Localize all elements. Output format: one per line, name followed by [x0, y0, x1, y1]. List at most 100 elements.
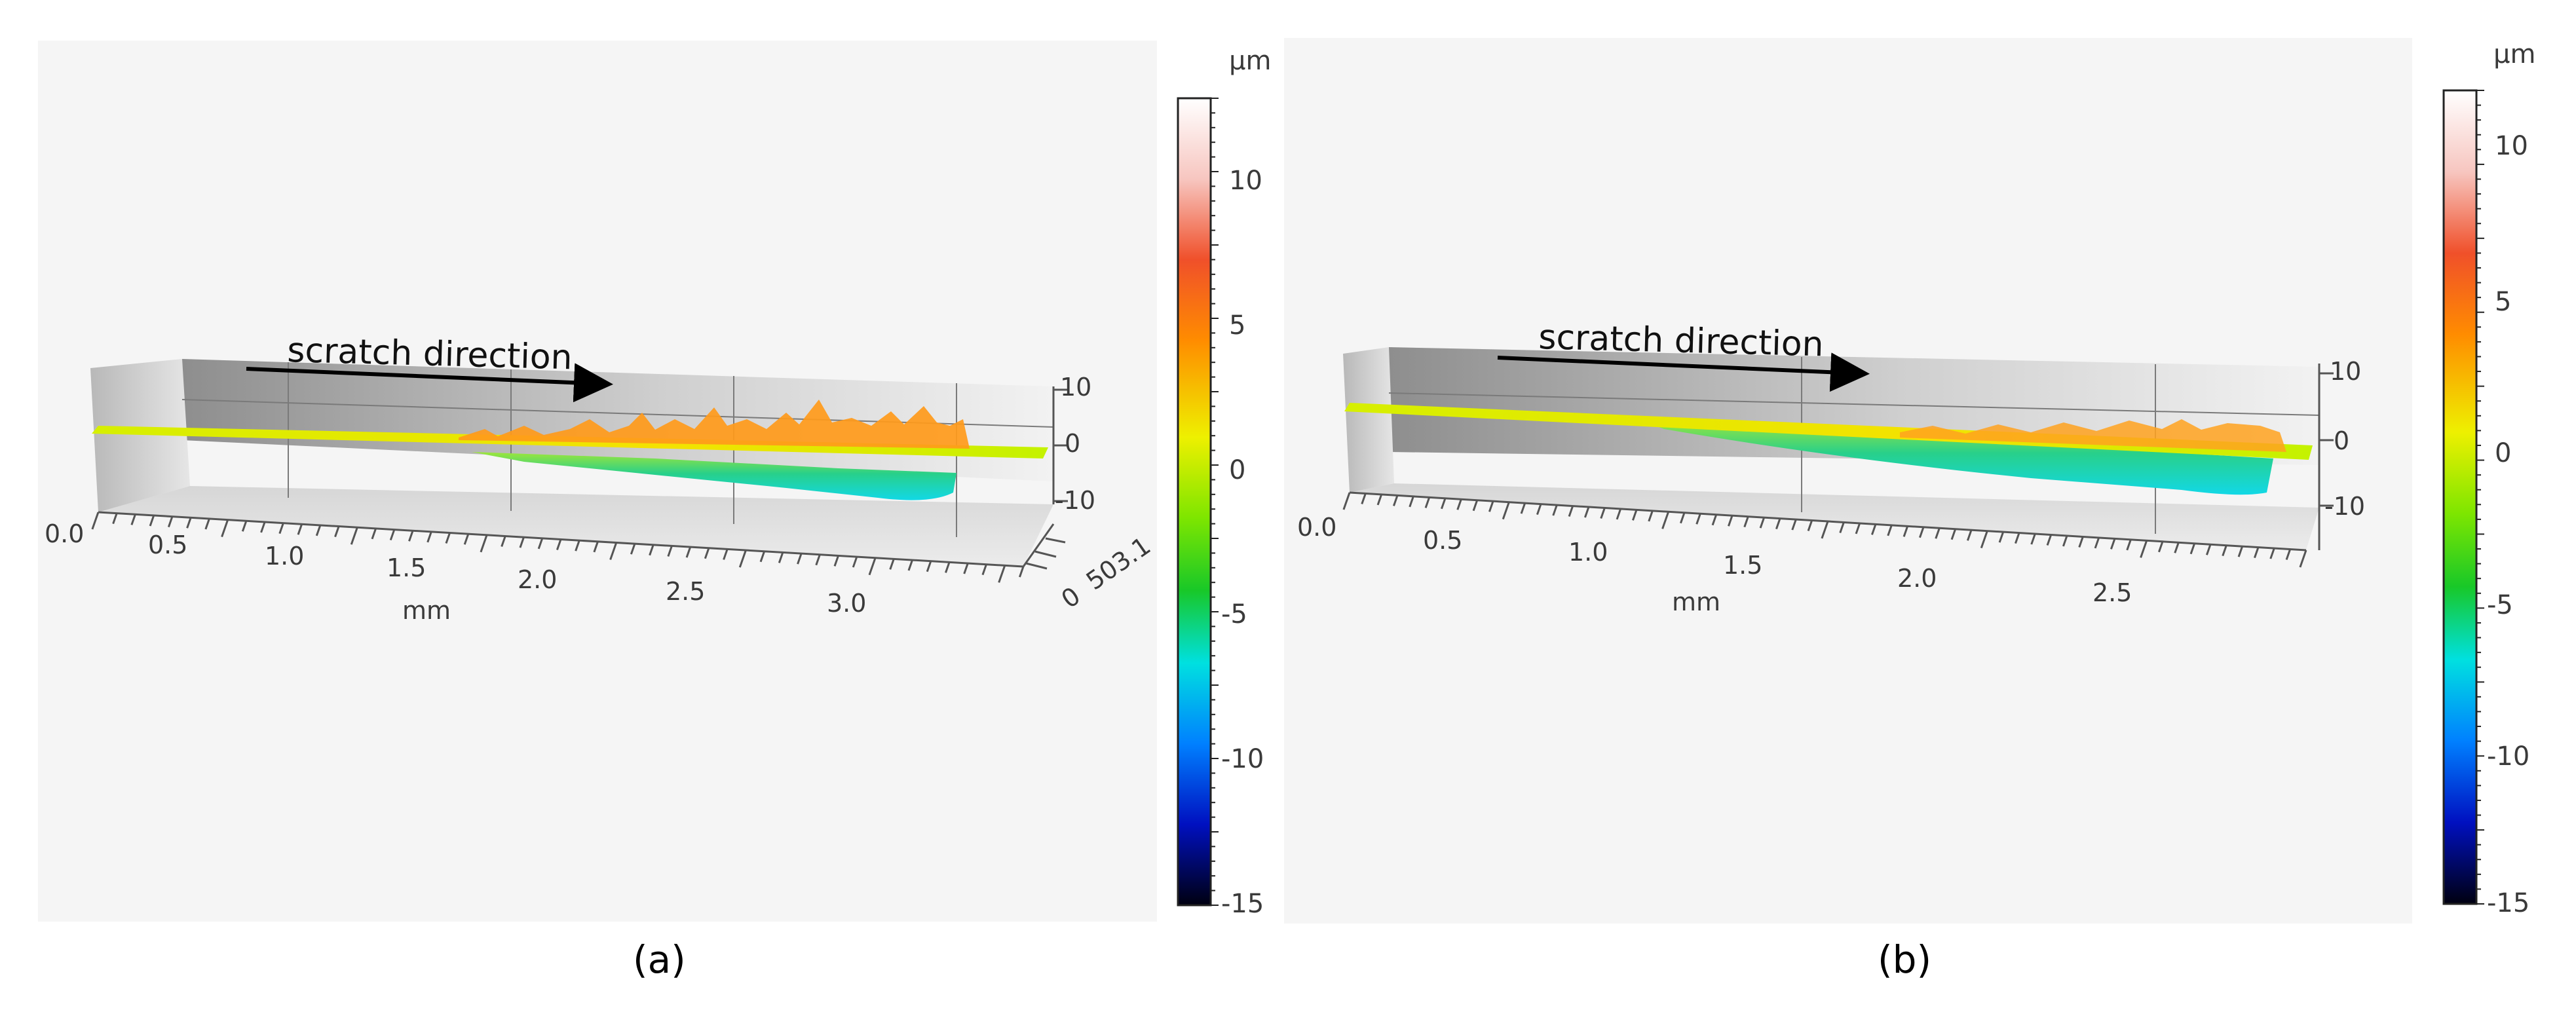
x-axis-tick-mark: [2014, 533, 2020, 544]
x-axis-tick-mark: [759, 551, 766, 563]
x-axis-tick-mark: [519, 536, 525, 548]
panel-b-floor: [1350, 483, 2319, 550]
x-axis-tick-mark: [260, 521, 266, 533]
panel-a-x-unit: mm: [402, 596, 451, 625]
x-axis-tick-mark: [1807, 520, 1813, 532]
x-axis-tick-mark: [1583, 506, 1590, 518]
x-axis-tick-mark: [1839, 521, 1845, 533]
panel-a-z-tick: -10: [1055, 486, 1095, 515]
x-axis-tick-mark: [868, 557, 877, 576]
x-axis-tick-mark: [2299, 550, 2307, 568]
panel-a-colorbar-tick: -15: [1221, 889, 1264, 919]
x-axis-tick-mark: [945, 561, 951, 573]
x-axis-tick-mark: [1950, 529, 1957, 540]
x-axis-tick-mark: [926, 561, 932, 572]
panel-a-x-tick: 1.0: [265, 542, 304, 570]
x-axis-tick-mark: [738, 550, 747, 568]
panel-a-x-axis: [91, 511, 1025, 583]
panel-b-x-tick: 2.0: [1897, 564, 1937, 593]
x-axis-tick-mark: [501, 536, 506, 548]
x-axis-tick-mark: [1821, 521, 1829, 539]
x-axis-tick-mark: [2030, 533, 2036, 545]
x-axis-tick-mark: [1711, 514, 1718, 526]
x-axis-tick-mark: [667, 545, 673, 557]
x-axis-tick-mark: [1759, 517, 1766, 529]
x-axis-tick-mark: [797, 553, 803, 565]
x-axis-tick-mark: [1456, 498, 1462, 510]
x-axis-tick-mark: [2222, 545, 2227, 557]
x-axis-tick-mark: [426, 531, 432, 543]
panel-a-surface: [92, 426, 1048, 458]
x-axis-tick-mark: [1488, 500, 1494, 512]
x-axis-tick-mark: [889, 558, 895, 570]
x-axis-tick-mark: [445, 533, 451, 544]
x-axis-tick-mark: [278, 523, 284, 534]
x-axis-tick-mark: [1870, 523, 1877, 535]
panel-a-side-wall: [90, 359, 190, 512]
x-axis-tick-mark: [241, 520, 248, 532]
x-axis-tick-mark: [1342, 492, 1351, 510]
x-axis-tick-mark: [1887, 525, 1893, 536]
x-axis-tick-mark: [112, 513, 118, 525]
panel-b-colorbar: [2442, 89, 2478, 905]
panel-b-x-tick: 1.5: [1723, 551, 1762, 580]
panel-b-colorbar-tick: -5: [2487, 590, 2513, 620]
x-axis-tick-mark: [186, 517, 192, 529]
x-axis-tick-mark: [2269, 548, 2275, 559]
panel-b-x-unit: mm: [1672, 588, 1720, 616]
panel-a-caption: (a): [633, 937, 686, 982]
panel-b-direction-arrow: [1497, 352, 1870, 392]
panel-b-side-wall: [1343, 347, 1394, 493]
panel-b-surface-peaks: [1900, 419, 2286, 452]
x-axis-tick-mark: [1903, 525, 1909, 537]
panel-a-colorbar-ticks: [1211, 98, 1219, 906]
panel-b-colorbar-tick: -15: [2487, 888, 2529, 918]
x-axis-tick-mark: [2157, 541, 2164, 553]
x-axis-tick-mark: [609, 542, 618, 560]
x-axis-tick-mark: [2174, 542, 2180, 553]
x-axis-tick-mark: [1998, 531, 2005, 543]
x-axis-tick-mark: [1966, 529, 1973, 541]
x-axis-tick-mark: [2205, 544, 2212, 555]
x-axis-tick-mark: [1472, 500, 1479, 512]
x-axis-tick-mark: [1409, 496, 1414, 508]
x-axis-tick-mark: [480, 534, 488, 553]
x-axis-tick-mark: [1918, 527, 1925, 538]
panel-b-x-tick: 0.5: [1423, 526, 1462, 555]
x-axis-tick-mark: [833, 555, 840, 567]
x-axis-tick-mark: [1775, 518, 1781, 530]
panel-a-colorbar-tick: -5: [1221, 599, 1247, 629]
panel-b: 10 0 -10 0.0 0.5 1.0 1.5 2.0 2.5 mm scra…: [1284, 38, 2535, 982]
x-axis-tick-mark: [315, 525, 322, 536]
x-axis-tick-mark: [1679, 512, 1686, 524]
panel-a-background: [38, 41, 1157, 922]
panel-b-x-tick: 1.0: [1568, 538, 1608, 567]
panel-b-annotation: scratch direction: [1538, 318, 1825, 364]
panel-a-y-axis: [1022, 523, 1066, 570]
x-axis-tick-mark: [1018, 566, 1025, 578]
panel-a-colorbar-tick: 0: [1229, 455, 1245, 485]
x-axis-tick-mark: [2237, 546, 2244, 557]
x-axis-tick-mark: [593, 541, 599, 553]
x-axis-tick-mark: [350, 527, 358, 545]
panel-a-x-tick: 2.5: [666, 577, 705, 606]
x-axis-tick-mark: [2285, 549, 2292, 561]
x-axis-tick-mark: [1791, 519, 1797, 531]
x-axis-tick-mark: [1631, 509, 1638, 521]
panel-a-z-tick: 0: [1065, 429, 1080, 458]
panel-b-x-tick: 2.5: [2093, 578, 2132, 607]
x-axis-tick-mark: [297, 523, 303, 535]
x-axis-tick-mark: [1743, 516, 1749, 528]
panel-b-colorbar-tick: -10: [2487, 741, 2529, 772]
x-axis-tick-mark: [2253, 547, 2260, 559]
panel-a-annotation: scratch direction: [287, 331, 573, 377]
panel-b-colorbar-tick: 5: [2495, 287, 2511, 317]
panel-a-colorbar-tick: 5: [1229, 310, 1245, 341]
panel-b-scratch-groove: [1638, 419, 2273, 495]
panel-a-x-tick: 1.5: [387, 553, 426, 582]
panel-b-x-tick: 0.0: [1297, 513, 1336, 542]
x-axis-tick-mark: [2140, 540, 2148, 558]
panel-a-colorbar-tick: -10: [1221, 744, 1264, 774]
x-axis-tick-mark: [630, 543, 636, 555]
x-axis-tick-mark: [778, 552, 784, 563]
